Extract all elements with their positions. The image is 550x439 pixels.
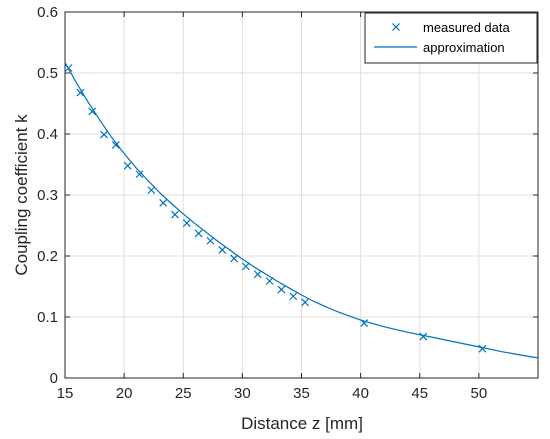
marker-stroke [253, 270, 262, 279]
data-point [159, 199, 168, 207]
x-tick-label: 35 [293, 385, 310, 402]
x-tick-label: 30 [234, 385, 251, 402]
data-point [111, 141, 120, 149]
marker-stroke [123, 161, 132, 170]
marker-stroke [194, 229, 203, 238]
data-point [76, 88, 85, 97]
marker-stroke [88, 107, 97, 116]
legend-label-measured: measured data [423, 20, 510, 35]
data-point [419, 332, 428, 341]
data-point [147, 186, 156, 195]
data-point [182, 219, 191, 227]
marker-stroke [111, 141, 120, 149]
marker-stroke [419, 332, 428, 341]
marker-stroke [392, 23, 400, 31]
data-point [289, 292, 298, 301]
data-point [100, 130, 108, 139]
legend-marker-icon [392, 23, 400, 31]
data-point [478, 344, 487, 353]
marker-stroke [360, 319, 369, 328]
marker-stroke [301, 298, 309, 307]
y-tick-label: 0.5 [37, 65, 58, 82]
approximation-series [64, 62, 539, 359]
y-tick-label: 0.2 [37, 248, 58, 265]
data-point [230, 254, 239, 263]
y-tick-label: 0 [50, 370, 58, 387]
marker-stroke [100, 130, 108, 139]
marker-stroke [159, 199, 168, 207]
marker-stroke [265, 277, 274, 285]
x-tick-label: 25 [175, 385, 192, 402]
marker-stroke [277, 285, 286, 294]
x-tick-labels: 15 20 25 30 35 40 45 50 [57, 385, 488, 402]
legend: measured data approximation [364, 12, 538, 64]
y-tick-labels: 0 0.1 0.2 0.3 0.4 0.5 0.6 [37, 4, 58, 387]
legend-x-marker [392, 23, 400, 31]
y-axis-title: Coupling coefficient k [12, 114, 31, 276]
data-point [194, 229, 203, 238]
marker-stroke [76, 88, 85, 97]
marker-stroke [478, 344, 487, 353]
data-point [277, 285, 286, 294]
x-tick-label: 15 [57, 385, 74, 402]
data-point [135, 170, 144, 179]
x-tick-label: 50 [471, 385, 488, 402]
data-point [360, 319, 369, 328]
axis-ticks [64, 11, 538, 379]
data-point [241, 262, 250, 271]
data-point [64, 64, 73, 73]
y-tick-label: 0.6 [37, 4, 58, 21]
marker-stroke [241, 262, 250, 271]
y-tick-label: 0.1 [37, 309, 58, 326]
data-point [206, 236, 215, 245]
legend-label-approximation: approximation [423, 40, 505, 55]
marker-stroke [218, 245, 227, 254]
marker-stroke [135, 170, 144, 179]
marker-stroke [147, 186, 156, 195]
data-point [218, 245, 227, 254]
marker-stroke [64, 64, 73, 73]
y-tick-label: 0.3 [37, 187, 58, 204]
data-point [301, 298, 309, 307]
y-tick-label: 0.4 [37, 126, 58, 143]
legend-box [364, 12, 538, 64]
approximation-line [64, 62, 539, 359]
marker-stroke [230, 254, 239, 263]
data-point [265, 277, 274, 285]
data-point [171, 210, 179, 219]
data-point [88, 107, 97, 116]
data-point [253, 270, 262, 279]
x-axis-title: Distance z [mm] [241, 414, 363, 433]
data-point [123, 161, 132, 170]
x-tick-label: 20 [116, 385, 133, 402]
x-tick-label: 40 [352, 385, 369, 402]
marker-stroke [171, 210, 179, 219]
x-tick-label: 45 [411, 385, 428, 402]
measured-data-series [64, 64, 487, 353]
marker-stroke [206, 236, 215, 245]
marker-stroke [289, 292, 298, 301]
marker-stroke [182, 219, 191, 227]
